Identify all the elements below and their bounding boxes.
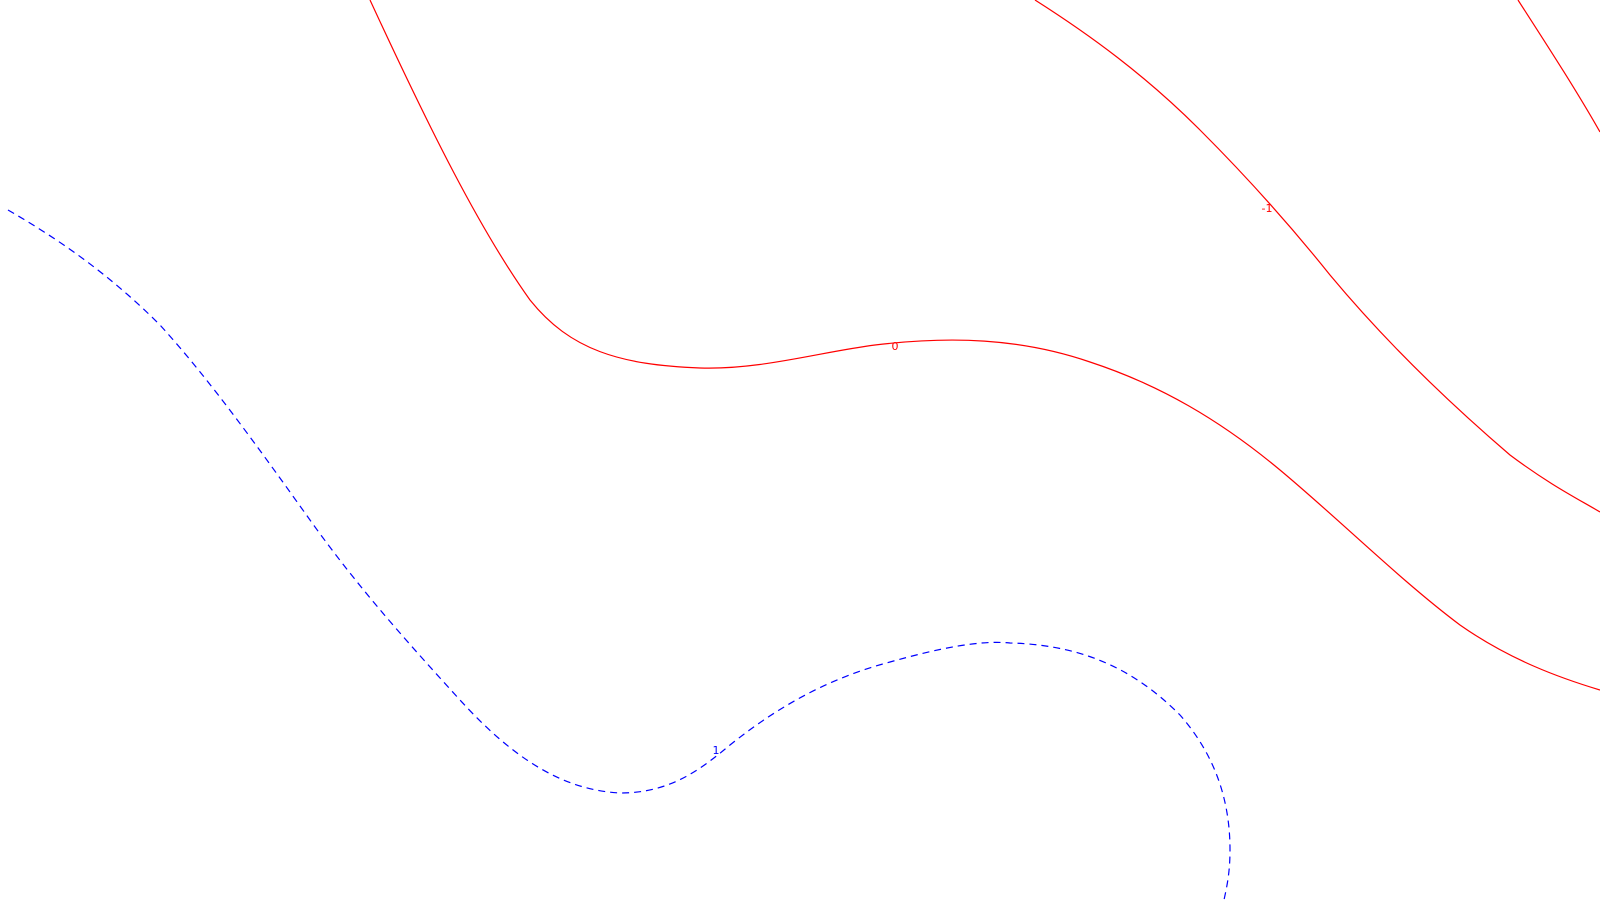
contour-line-minus-one bbox=[1034, 0, 1600, 513]
contour-line-zero bbox=[369, 0, 1600, 691]
contour-label-minus-one: -1 bbox=[1262, 202, 1273, 215]
contour-line-one bbox=[7, 209, 1231, 900]
contour-label-one: 1 bbox=[713, 744, 720, 757]
contour-label-zero: 0 bbox=[892, 340, 899, 353]
contour-line-minus-two bbox=[1517, 0, 1600, 133]
